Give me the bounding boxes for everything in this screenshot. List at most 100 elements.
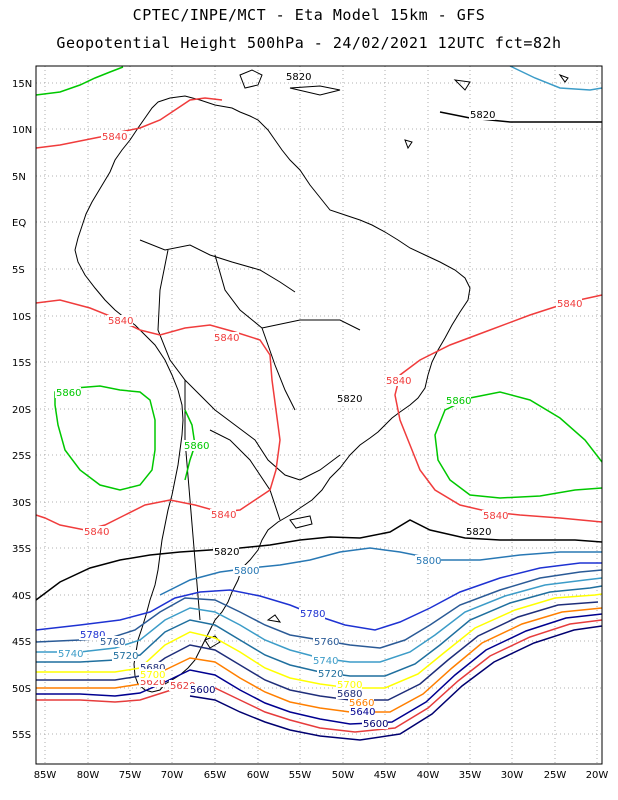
contour-label: 5820	[286, 72, 311, 83]
lon-label: 35W	[459, 770, 482, 781]
contour-label: 5820	[337, 394, 362, 405]
lon-label: 45W	[374, 770, 397, 781]
contour-label-bg	[213, 332, 239, 343]
contour-label: 5600	[363, 719, 388, 730]
contour-label: 5840	[386, 376, 411, 387]
contour-label: 5840	[211, 510, 236, 521]
contour-label-bg	[183, 440, 209, 451]
contour-label: 5620	[170, 681, 195, 692]
contour-label: 5860	[184, 441, 209, 452]
contour-label: 5860	[446, 396, 471, 407]
lat-label: 45S	[12, 637, 31, 648]
contour-5820-south	[35, 519, 603, 601]
lon-label: 65W	[204, 770, 227, 781]
contour-label-bg	[465, 526, 491, 537]
contour-label: 5700	[337, 680, 362, 691]
contour-5820-north	[439, 111, 602, 123]
contour-label-bg	[348, 697, 374, 708]
contour-label-bg	[233, 565, 259, 576]
contour-label: 5840	[557, 299, 582, 310]
contour-label: 5840	[84, 527, 109, 538]
contour-5780-ne	[509, 65, 603, 91]
country-borders	[139, 239, 361, 621]
lat-label: 10N	[12, 125, 32, 136]
contour-label-bg	[415, 555, 441, 566]
contour-label: 5760	[314, 637, 339, 648]
contour-label: 5700	[140, 670, 165, 681]
contour-label: 5620	[140, 677, 165, 688]
contour-5600	[189, 625, 603, 741]
lon-label: 25W	[544, 770, 567, 781]
lat-label: 25S	[12, 451, 31, 462]
contour-label: 5820	[470, 110, 495, 121]
contour-label: 5800	[234, 566, 259, 577]
chart-title-line1: CPTEC/INPE/MCT - Eta Model 15km - GFS	[132, 6, 486, 24]
contour-label-bg	[336, 393, 362, 404]
contour-label-bg	[57, 648, 83, 659]
contour-label-bg	[139, 669, 165, 680]
lat-label: 15S	[12, 358, 31, 369]
contour-label-bg	[112, 650, 138, 661]
contour-label: 5840	[108, 316, 133, 327]
contour-5840-north	[35, 97, 223, 149]
islands	[204, 69, 569, 649]
contour-label: 5840	[214, 333, 239, 344]
contour-label-bg	[556, 298, 582, 309]
contour-label-bg	[385, 375, 411, 386]
contour-label: 5800	[416, 556, 441, 567]
graticule	[36, 66, 602, 764]
lon-label: 60W	[247, 770, 270, 781]
contour-label-bg	[55, 387, 81, 398]
contour-label-bg	[336, 679, 362, 690]
contour-label: 5840	[483, 511, 508, 522]
lon-label: 50W	[332, 770, 355, 781]
contour-label: 5660	[349, 698, 374, 709]
contour-label-bg	[107, 315, 133, 326]
lat-label: EQ	[12, 218, 26, 229]
lon-label: 40W	[417, 770, 440, 781]
contour-label-bg	[83, 526, 109, 537]
lat-label: 20S	[12, 405, 31, 416]
contour-label-bg	[139, 662, 165, 673]
lon-label: 85W	[34, 770, 57, 781]
contour-label-bg	[99, 636, 125, 647]
contour-label: 5780	[300, 609, 325, 620]
contour-label-bg	[285, 71, 311, 82]
contour-label-bg	[313, 636, 339, 647]
contour-5860-east	[434, 391, 603, 499]
contour-5720	[36, 585, 603, 677]
lat-label: 5S	[12, 265, 25, 276]
contour-label: 5740	[313, 656, 338, 667]
contour-5840-middle	[35, 299, 281, 531]
lon-label: 70W	[161, 770, 184, 781]
lat-label: 15N	[12, 79, 32, 90]
contour-label-bg	[482, 510, 508, 521]
contour-5620	[36, 619, 603, 733]
lat-label: 30S	[12, 498, 31, 509]
longitude-labels: 85W 80W 75W 70W 65W 60W 55W 50W 45W 40W 35W 30W 25W 2…	[34, 770, 609, 781]
contour-label: 5780	[80, 630, 105, 641]
contour-label-bg	[101, 131, 127, 142]
latitude-labels: 15N 10N 5N EQ 5S 10S 15S 20S 25S 30S 35S 40S 45S 50S 5…	[12, 79, 32, 741]
contour-value-labels: 5820 5820 5840 5840 5840 5840 5840 5860 5820 5860…	[55, 71, 582, 730]
contour-5800	[159, 547, 602, 596]
contour-label-bg	[312, 655, 338, 666]
contour-label: 5820	[214, 547, 239, 558]
contour-label-bg	[210, 509, 236, 520]
contour-5760	[35, 569, 603, 649]
contour-label-bg	[349, 706, 375, 717]
contour-label-bg	[169, 680, 195, 691]
contour-5740	[36, 577, 603, 663]
contour-label: 5760	[100, 637, 125, 648]
lat-label: 35S	[12, 544, 31, 555]
lat-label: 55S	[12, 730, 31, 741]
contour-5640	[36, 613, 603, 725]
contour-label: 5680	[337, 689, 362, 700]
contour-label-bg	[79, 629, 105, 640]
lon-label: 80W	[77, 770, 100, 781]
lon-label: 55W	[289, 770, 312, 781]
lat-label: 40S	[12, 591, 31, 602]
chart-title-line2: Geopotential Height 500hPa - 24/02/2021 …	[56, 34, 562, 52]
contour-label-bg	[362, 718, 388, 729]
